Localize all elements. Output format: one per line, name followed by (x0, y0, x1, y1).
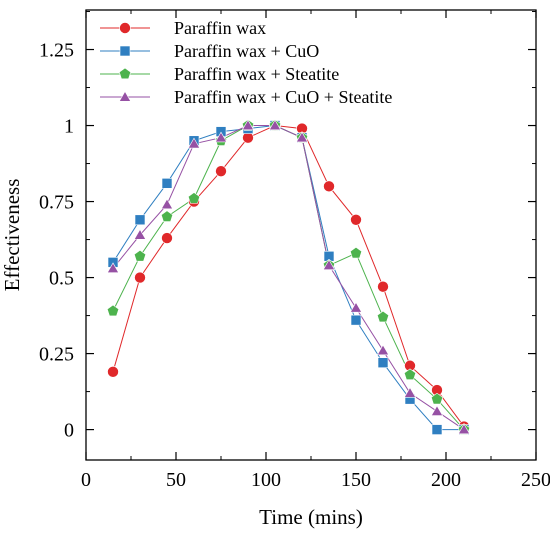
data-point (349, 301, 363, 313)
x-axis-title: Time (mins) (259, 505, 363, 529)
x-tick-label: 250 (521, 469, 550, 491)
data-point (457, 423, 471, 435)
x-tick-label: 150 (341, 469, 371, 491)
data-point (133, 249, 147, 262)
data-point (187, 137, 201, 149)
data-point (377, 357, 389, 369)
data-point (134, 271, 146, 284)
series-2-points (107, 120, 470, 435)
series-line (112, 125, 464, 431)
data-point (214, 131, 228, 143)
legend-marker (119, 22, 131, 34)
data-point (161, 178, 173, 189)
series-line (112, 125, 465, 427)
legend-label: Paraffin wax + Steatite (174, 64, 339, 84)
data-point (268, 119, 282, 131)
y-tick-label: 0.5 (49, 268, 74, 290)
data-point (133, 228, 147, 240)
legend-entry: Paraffin wax + Steatite (100, 64, 339, 84)
series-layer (106, 119, 471, 435)
x-tick-label: 0 (81, 469, 91, 491)
series-3 (112, 125, 465, 430)
series-1 (112, 125, 465, 427)
legend-marker (119, 45, 131, 57)
data-point (295, 131, 309, 143)
data-point (403, 368, 417, 381)
data-point (350, 314, 362, 326)
series-3-points (106, 119, 471, 435)
data-point (322, 259, 336, 270)
legend-label: Paraffin wax + CuO (174, 41, 319, 61)
legend-label: Paraffin wax + CuO + Steatite (174, 87, 392, 107)
legend-label: Paraffin wax (174, 18, 266, 38)
data-point (134, 214, 146, 226)
data-point (106, 262, 120, 274)
x-tick-label: 100 (251, 469, 281, 491)
data-point (376, 310, 390, 323)
axis-ticks: 0 50 100 150 200 250 0 0.25 0.5 0.75 1 1.25 (39, 10, 550, 491)
data-point (215, 165, 227, 177)
legend-entry: Paraffin wax + CuO (100, 41, 319, 61)
data-point (241, 119, 255, 131)
data-point (161, 232, 173, 244)
series-line (112, 125, 465, 430)
data-point (107, 366, 119, 378)
y-axis-title: Effectiveness (0, 179, 24, 292)
series-line (112, 125, 465, 431)
legend-marker (118, 90, 132, 102)
legend-marker (118, 67, 132, 80)
data-point (187, 192, 201, 204)
series-1-points (107, 119, 470, 433)
y-tick-label: 0 (64, 420, 74, 442)
series-2 (112, 125, 464, 431)
y-tick-label: 0.75 (39, 192, 74, 214)
data-point (431, 424, 443, 435)
data-point (376, 344, 390, 356)
data-point (323, 180, 335, 193)
series-4 (112, 125, 465, 431)
data-point (106, 304, 120, 317)
data-point (350, 213, 362, 226)
y-tick-label: 1.25 (39, 40, 74, 62)
y-tick-label: 0.25 (39, 344, 74, 366)
data-point (403, 387, 417, 398)
data-point (377, 280, 389, 293)
data-point (349, 246, 363, 259)
x-tick-label: 50 (166, 469, 186, 491)
data-point (160, 210, 174, 222)
data-point (430, 405, 444, 416)
x-tick-label: 200 (431, 469, 461, 491)
series-4-points (106, 119, 471, 435)
data-point (160, 198, 174, 210)
legend: Paraffin wax Paraffin wax + CuO Paraffin w… (100, 18, 392, 107)
legend-entry: Paraffin wax (100, 18, 266, 38)
y-tick-label: 1 (64, 116, 74, 138)
data-point (430, 392, 444, 405)
legend-entry: Paraffin wax + CuO + Steatite (100, 87, 392, 107)
